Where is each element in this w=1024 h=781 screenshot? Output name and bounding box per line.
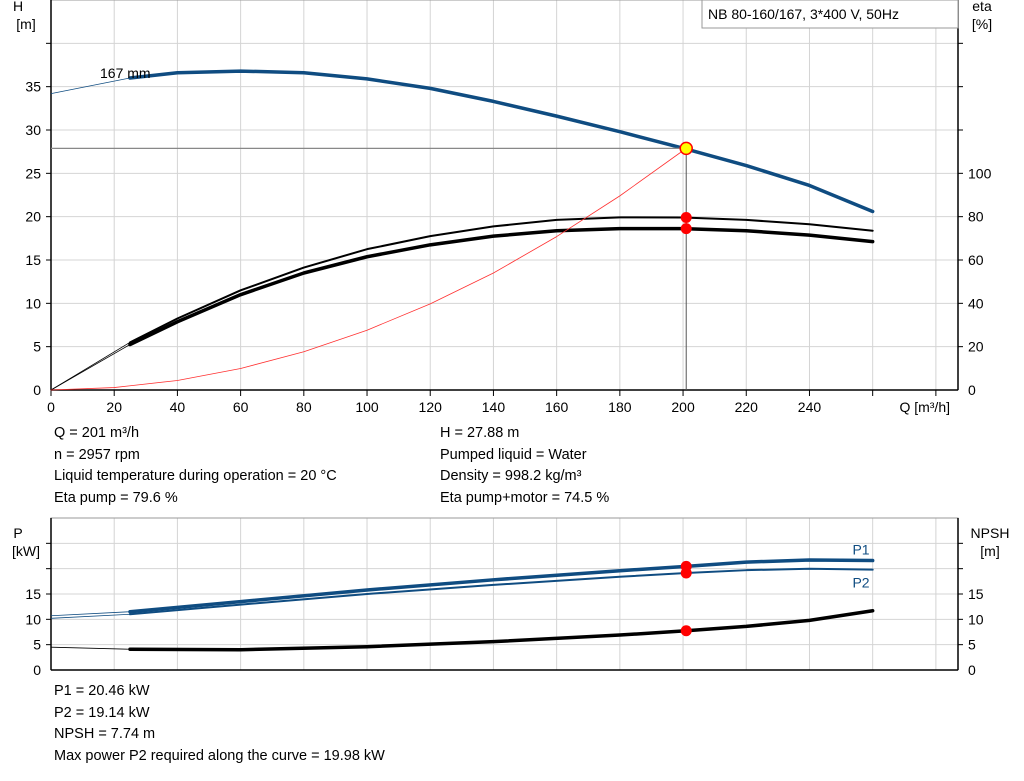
h-curve — [128, 69, 875, 214]
y-axis-label: P — [13, 525, 22, 541]
y2-tick-label: 60 — [968, 252, 984, 268]
x-tick-label: 40 — [170, 399, 186, 415]
x-tick-label: 140 — [482, 399, 506, 415]
info-flow: Q = 201 m³/h — [54, 425, 140, 441]
x-axis-label: Q [m³/h] — [899, 399, 950, 415]
chart-title: NB 80-160/167, 3*400 V, 50Hz — [708, 6, 899, 22]
y-tick-label: 0 — [33, 662, 41, 678]
p2-marker — [680, 567, 692, 579]
info-right: H = 27.88 m Pumped liquid = Water Densit… — [440, 423, 609, 509]
x-tick-label: 80 — [296, 399, 312, 415]
title-box — [701, 0, 959, 29]
y2-axis-label: [%] — [972, 16, 992, 32]
p2-extension-line — [50, 613, 131, 619]
info-speed: n = 2957 rpm — [54, 446, 140, 463]
info-liquid: Pumped liquid = Water — [440, 446, 587, 463]
info-eta-pump: Eta pump = 79.6 % — [54, 489, 178, 506]
y-tick-label: 0 — [33, 382, 41, 398]
h-extension-line — [50, 77, 131, 94]
info-eta-pump-motor: Eta pump+motor = 74.5 % — [440, 489, 610, 506]
duty-point-marker — [679, 141, 693, 156]
y-tick-label: 15 — [25, 252, 41, 268]
y2-tick-label: 0 — [968, 382, 976, 398]
x-tick-label: 220 — [735, 399, 759, 415]
info-npsh: NPSH = 7.74 m — [54, 726, 156, 742]
x-tick-label: 200 — [671, 399, 695, 415]
y2-tick-label: 0 — [968, 662, 976, 678]
x-tick-label: 20 — [106, 399, 122, 415]
eta-pump-motor-curve — [128, 226, 875, 347]
y-tick-label: 5 — [33, 339, 41, 355]
y-tick-label: 35 — [25, 79, 41, 95]
x-tick-label: 240 — [798, 399, 822, 415]
y2-tick-label: 15 — [968, 586, 984, 602]
system-curve — [50, 147, 687, 391]
y2-axis-label: eta — [972, 0, 992, 14]
y-tick-label: 20 — [25, 209, 41, 225]
info-max-p2: Max power P2 required along the curve = … — [54, 747, 385, 764]
info-left: Q = 201 m³/h n = 2957 rpm Liquid tempera… — [54, 423, 337, 509]
y2-axis-label: [m] — [980, 543, 999, 559]
y-tick-label: 30 — [25, 122, 41, 138]
y2-axis-label: NPSH — [971, 525, 1010, 541]
series-label-p1: P1 — [852, 542, 869, 558]
y-tick-label: 25 — [25, 165, 41, 181]
y-axis-label: [m] — [16, 16, 35, 32]
p1-curve — [128, 558, 875, 614]
y-tick-label: 10 — [25, 295, 41, 311]
x-tick-label: 120 — [419, 399, 443, 415]
info-power: P1 = 20.46 kW P2 = 19.14 kW NPSH = 7.74 … — [54, 681, 385, 767]
y-tick-label: 10 — [25, 611, 41, 627]
x-tick-label: 60 — [233, 399, 249, 415]
x-tick-label: 100 — [355, 399, 379, 415]
p2-curve — [129, 567, 874, 616]
x-tick-label: 180 — [608, 399, 632, 415]
y-tick-label: 15 — [25, 586, 41, 602]
p1-extension-line — [50, 611, 131, 617]
y2-tick-label: 80 — [968, 209, 984, 225]
info-p2: P2 = 19.14 kW — [54, 704, 150, 721]
info-temperature: Liquid temperature during operation = 20… — [54, 468, 337, 484]
y2-tick-label: 5 — [968, 637, 976, 653]
y2-tick-label: 40 — [968, 295, 984, 311]
info-p1: P1 = 20.46 kW — [54, 683, 150, 699]
x-tick-label: 160 — [545, 399, 569, 415]
y2-tick-label: 100 — [968, 165, 992, 181]
eta-pump-motor-extension-line — [50, 344, 131, 391]
npsh-curve — [128, 608, 875, 652]
info-density: Density = 998.2 kg/m³ — [440, 468, 582, 484]
npsh-marker — [680, 625, 692, 637]
series-label-p2: P2 — [852, 575, 869, 591]
y-tick-label: 5 — [33, 637, 41, 653]
eta-pump-curve — [129, 216, 874, 344]
y2-tick-label: 20 — [968, 339, 984, 355]
y2-tick-label: 10 — [968, 611, 984, 627]
eta-pump-motor-marker — [680, 223, 692, 235]
y-axis-label: [kW] — [12, 543, 40, 559]
plot-frame — [50, 0, 959, 391]
y-axis-label: H — [13, 0, 23, 14]
info-head: H = 27.88 m — [440, 425, 520, 441]
npsh-extension-line — [50, 646, 131, 650]
eta-pump-marker — [680, 212, 692, 224]
x-tick-label: 0 — [47, 399, 55, 415]
impeller-label: 167 mm — [100, 65, 151, 81]
